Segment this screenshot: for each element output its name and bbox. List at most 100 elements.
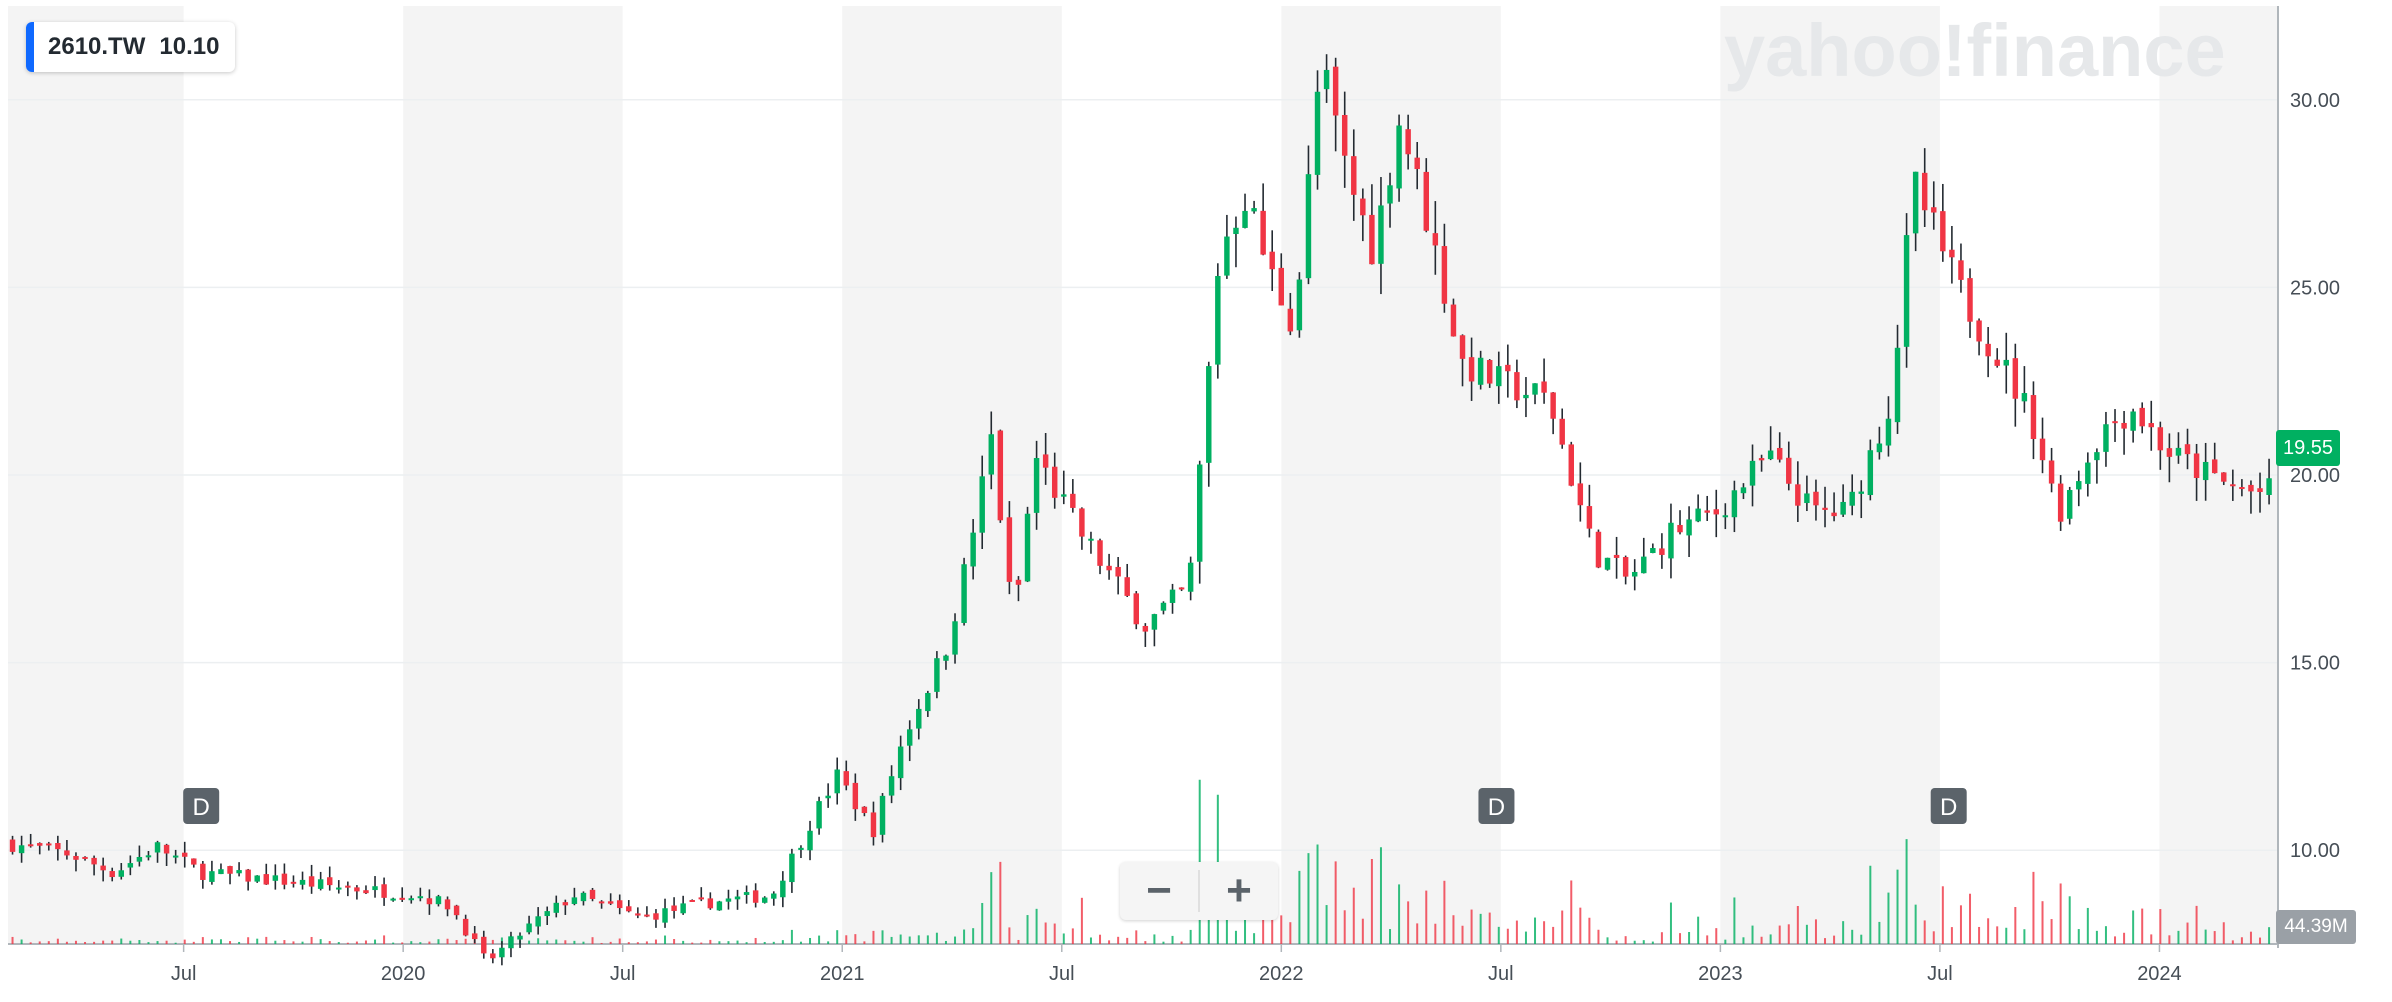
candle-body	[834, 769, 840, 794]
candle-body	[2066, 490, 2073, 519]
candle-body	[1795, 484, 1801, 506]
candle-body	[725, 898, 732, 902]
candle-body	[354, 887, 360, 892]
svg-text:D: D	[1940, 794, 1957, 821]
candle-body	[1586, 506, 1593, 529]
candle-body	[1196, 464, 1203, 562]
candle-body	[444, 899, 451, 910]
candle-body	[1269, 251, 1275, 270]
candle-body	[1024, 513, 1031, 582]
candle-body	[934, 658, 940, 692]
y-tick-label: 10.00	[2290, 840, 2340, 862]
candle-body	[644, 914, 650, 917]
candle-body	[363, 890, 369, 894]
candle-body	[1749, 460, 1756, 486]
candle-body	[1849, 491, 1855, 506]
candle-body	[1296, 279, 1303, 331]
candle-body	[2239, 487, 2245, 490]
dividend-marker[interactable]: D	[183, 788, 220, 824]
candle-body	[1133, 593, 1139, 625]
candle-body	[1940, 211, 1946, 252]
candle-body	[499, 947, 505, 958]
candle-body	[326, 877, 333, 886]
dividend-marker[interactable]: D	[1930, 788, 1967, 824]
candle-body	[2085, 462, 2091, 484]
ticker-accent	[26, 22, 34, 72]
zoom-out-button[interactable]: −	[1146, 866, 1172, 915]
candle-body	[227, 866, 233, 874]
candle-body	[1079, 508, 1085, 537]
candle-body	[571, 897, 578, 904]
candle-body	[2030, 395, 2037, 439]
candle-body	[490, 953, 496, 959]
candle-body	[870, 812, 877, 838]
x-tick-label: 2023	[1698, 963, 1743, 985]
candle-body	[209, 871, 215, 882]
candle-body	[1224, 236, 1230, 276]
candle-body	[689, 899, 695, 902]
candle-body	[1496, 366, 1502, 387]
ticker-badge[interactable]: 2610.TW 10.10	[26, 22, 236, 72]
candle-body	[336, 887, 342, 890]
candle-body	[381, 884, 387, 898]
candle-body	[852, 782, 859, 810]
candle-body	[1976, 320, 1982, 342]
x-tick-label: Jul	[610, 963, 636, 985]
candle-body	[1921, 172, 1928, 211]
candle-body	[680, 903, 686, 914]
candle-body	[1015, 579, 1022, 585]
candle-body	[553, 902, 560, 913]
candle-body	[1160, 602, 1167, 611]
candle-body	[743, 892, 750, 895]
candle-body	[1006, 517, 1013, 582]
candle-body	[1822, 507, 1828, 510]
candle-body	[127, 863, 134, 868]
candle-body	[2057, 483, 2064, 522]
zoom-in-button[interactable]: +	[1226, 866, 1252, 915]
candle-body	[780, 880, 786, 898]
candle-body	[616, 900, 623, 909]
candle-body	[1151, 614, 1158, 630]
dividend-marker[interactable]: D	[1478, 788, 1515, 824]
candle-body	[118, 870, 125, 877]
candle-body	[64, 850, 70, 856]
candle-body	[580, 892, 587, 902]
zoom-controls: − +	[1120, 862, 1278, 920]
candle-body	[1704, 510, 1710, 513]
candle-body	[816, 801, 822, 829]
candle-body	[36, 843, 43, 846]
candle-body	[1287, 308, 1294, 332]
candle-body	[1405, 129, 1411, 155]
candle-body	[435, 896, 442, 905]
candle-body	[707, 898, 714, 909]
y-tick-label: 30.00	[2290, 90, 2340, 112]
zoom-divider	[1198, 870, 1200, 912]
candle-body	[73, 855, 79, 860]
candle-body	[1323, 69, 1330, 90]
candle-body	[1659, 548, 1665, 555]
candle-body	[1894, 347, 1901, 423]
candle-body	[662, 908, 668, 923]
candle-body	[2076, 481, 2082, 490]
candle-body	[1858, 491, 1864, 494]
candle-body	[100, 865, 106, 871]
candle-body	[1414, 157, 1420, 170]
candle-body	[861, 806, 868, 814]
candle-body	[2175, 447, 2182, 456]
candle-body	[426, 898, 433, 905]
candle-body	[462, 918, 469, 936]
candle-body	[1985, 343, 1991, 357]
candle-body	[1378, 205, 1384, 264]
candle-body	[1550, 392, 1556, 419]
candle-body	[172, 855, 179, 858]
candle-body	[1441, 246, 1448, 304]
candle-body	[109, 871, 115, 878]
candle-body	[517, 935, 523, 940]
candle-body	[2003, 359, 2009, 366]
candle-body	[1731, 490, 1738, 518]
candle-body	[299, 879, 306, 885]
candle-body	[1840, 501, 1846, 515]
candle-body	[1650, 548, 1656, 554]
